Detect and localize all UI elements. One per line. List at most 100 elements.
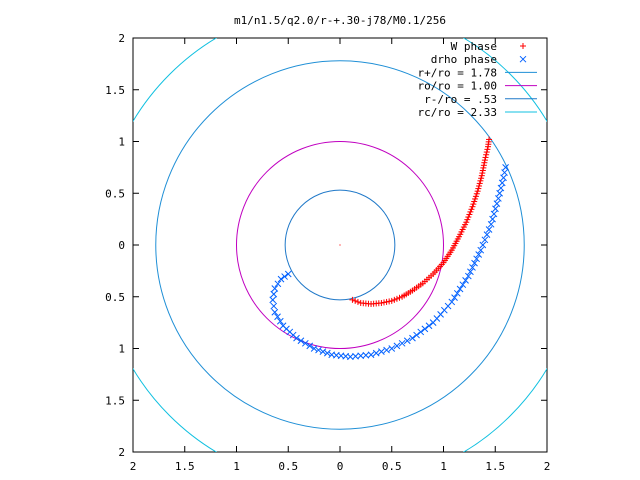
radius-circle (155, 60, 525, 430)
w-phase-point (481, 157, 488, 164)
w-phase-point (484, 146, 491, 153)
drho-phase-point (276, 317, 284, 325)
y-tick-label: 2 (118, 446, 125, 459)
drho-phase-point (409, 334, 416, 342)
drho-phase-point (378, 348, 385, 355)
w-phase-point (475, 185, 482, 192)
w-phase-point (393, 295, 400, 302)
drho-phase-point (490, 210, 498, 218)
drho-phase-point (487, 220, 495, 228)
phase-series (269, 136, 509, 361)
x-tick-label: 1 (440, 460, 447, 473)
drho-phase-point (277, 275, 285, 283)
x-tick-label: 2 (544, 460, 551, 473)
drho-phase-point (495, 195, 502, 202)
legend-label: r+/ro = 1.78 (418, 66, 497, 79)
drho-phase-point (501, 169, 508, 176)
x-axis-ticks: 2 1.5 1 0.5 0 0.5 1 1.5 2 (130, 38, 551, 473)
radius-circle (133, 38, 547, 452)
drho-phase-point (425, 322, 433, 330)
drho-phase-point (500, 174, 507, 182)
w-phase-point (471, 198, 478, 205)
drho-phase-point (269, 296, 277, 304)
drho-phase-point (483, 231, 491, 239)
w-phase-series (349, 136, 493, 307)
legend-entry: rc/ro = 2.33 (418, 106, 537, 119)
drho-phase-point (477, 246, 485, 254)
w-phase-point (477, 177, 484, 184)
y-tick-label: 2 (118, 32, 125, 45)
w-phase-point (486, 136, 493, 143)
reference-circles (133, 38, 547, 452)
drho-phase-point (398, 339, 406, 347)
w-phase-point (467, 208, 474, 215)
w-phase-point (378, 299, 385, 306)
drho-phase-point (496, 189, 504, 197)
drho-phase-point (274, 280, 282, 288)
drho-phase-point (413, 331, 420, 339)
x-tick-label: 0.5 (382, 460, 402, 473)
drho-phase-point (475, 251, 483, 258)
w-phase-point (476, 180, 483, 187)
drho-phase-point (297, 337, 305, 345)
drho-phase-point (301, 339, 309, 347)
drho-phase-point (459, 281, 467, 289)
y-tick-label: 0.5 (105, 291, 125, 304)
w-phase-point (483, 151, 490, 158)
w-phase-point (470, 201, 477, 208)
drho-phase-point (464, 272, 472, 280)
legend-label: drho phase (431, 53, 497, 66)
w-phase-point (464, 216, 471, 223)
center-point (339, 244, 341, 246)
legend-entry: drho phase (431, 53, 527, 66)
drho-phase-point (270, 290, 278, 298)
drho-phase-point (479, 241, 487, 249)
x-tick-label: 1 (233, 460, 240, 473)
w-phase-point (478, 175, 485, 182)
w-phase-point (482, 154, 489, 161)
legend-label: r-/ro = .53 (424, 93, 497, 106)
x-tick-label: 1.5 (485, 460, 505, 473)
drho-phase-point (417, 328, 425, 336)
drho-phase-point (451, 294, 458, 301)
drho-phase-point (493, 200, 501, 207)
y-tick-label: 0 (118, 239, 125, 252)
drho-phase-point (448, 298, 456, 306)
w-phase-point (479, 167, 486, 174)
drho-phase-point (281, 273, 288, 280)
x-tick-label: 0 (337, 460, 344, 473)
drho-phase-point (270, 302, 278, 310)
drho-phase-point (473, 255, 480, 263)
w-phase-point (396, 294, 403, 301)
drho-phase-point (456, 285, 464, 293)
w-phase-point (481, 159, 488, 166)
drho-phase-point (403, 337, 411, 345)
x-tick-label: 1.5 (175, 460, 195, 473)
w-phase-point (480, 164, 487, 171)
drho-phase-point (310, 345, 318, 352)
drho-phase-point (319, 348, 327, 355)
drho-phase-point (492, 205, 499, 213)
w-phase-point (388, 297, 395, 304)
drho-phase-point (393, 342, 401, 350)
w-phase-point (383, 298, 390, 305)
legend-label: ro/ro = 1.00 (418, 80, 497, 93)
w-phase-point (520, 43, 526, 49)
w-phase-point (352, 297, 359, 304)
drho-phase-point (271, 308, 279, 316)
drho-phase-point (502, 164, 509, 171)
y-tick-label: 1 (118, 343, 125, 356)
x-tick-label: 0.5 (278, 460, 298, 473)
y-tick-label: 1 (118, 136, 125, 149)
radius-circle (284, 189, 396, 301)
w-phase-point (472, 195, 479, 202)
drho-phase-point (315, 346, 322, 354)
w-phase-point (349, 296, 356, 303)
drho-phase-point (453, 289, 461, 297)
drho-phase-point (498, 179, 506, 187)
drho-phase-point (372, 349, 380, 357)
y-tick-label: 1.5 (105, 394, 125, 407)
drho-phase-point (421, 325, 429, 333)
w-phase-point (466, 211, 473, 218)
drho-phase-point (323, 349, 331, 357)
